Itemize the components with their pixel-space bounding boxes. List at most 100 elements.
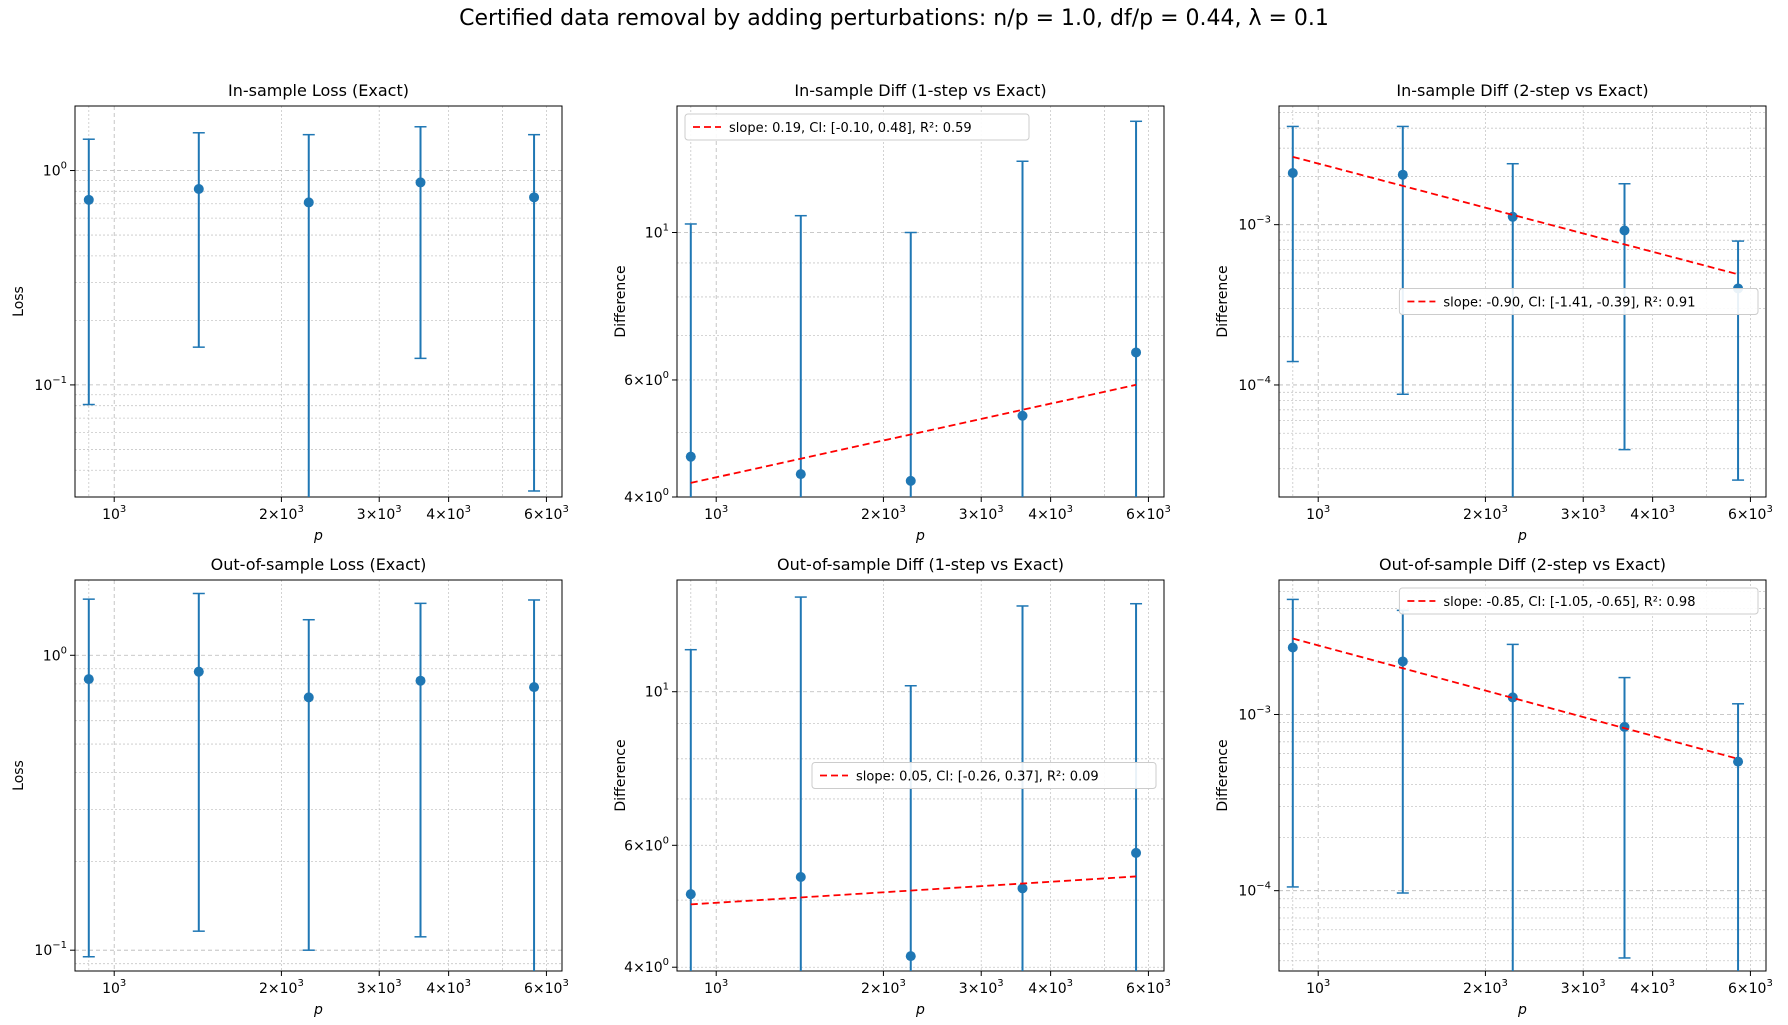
fit-line [690, 875, 1137, 906]
y-axis-label: Difference [613, 739, 629, 811]
y-tick-label: 101 [645, 682, 669, 701]
data-point [303, 692, 314, 703]
legend-label: slope: 0.05, CI: [-0.26, 0.37], R²: 0.09 [856, 770, 1099, 785]
data-point [905, 951, 916, 962]
data-point [529, 192, 540, 203]
axes-frame [74, 105, 563, 498]
x-axis-label: p [915, 528, 925, 544]
x-tick-label: 4×103 [426, 504, 471, 523]
subplot-title: In-sample Loss (Exact) [228, 81, 409, 100]
y-tick-label: 6×100 [624, 835, 669, 854]
x-tick-label: 2×103 [1463, 978, 1508, 997]
x-tick-label: 3×103 [357, 978, 402, 997]
data-point [193, 666, 204, 677]
data-point [795, 469, 806, 480]
x-axis-label: p [1517, 528, 1527, 544]
x-tick-label: 4×103 [1028, 504, 1073, 523]
data-point [1287, 642, 1298, 653]
x-tick-label: 103 [704, 978, 728, 997]
x-tick-label: 103 [1306, 504, 1330, 523]
subplot-6: 103 2×103 3×103 4×103 6×103 10−4 10−3 Out-of-sa… [1215, 555, 1773, 1018]
data-point [1619, 225, 1630, 236]
data-point [795, 871, 806, 882]
axes-frame [1278, 579, 1767, 972]
data-point [685, 451, 696, 462]
x-tick-label: 3×103 [1561, 504, 1606, 523]
data-point [415, 675, 426, 686]
y-axis-label: Loss [11, 760, 27, 791]
data-point [1733, 756, 1744, 767]
data-point [83, 194, 94, 205]
data-point [1131, 847, 1142, 858]
subplot-2: 103 2×103 3×103 4×103 6×103 4×100 6×100 101 In-s… [613, 81, 1171, 544]
subplot-title: In-sample Diff (2-step vs Exact) [1396, 81, 1648, 100]
x-tick-label: 6×103 [1126, 504, 1171, 523]
x-axis-label: p [313, 1002, 323, 1018]
axes-frame [1278, 105, 1767, 498]
legend-box [1398, 587, 1759, 615]
axes-frame [74, 579, 563, 972]
x-tick-label: 2×103 [861, 504, 906, 523]
legend-label: slope: -0.85, CI: [-1.05, -0.65], R²: 0.… [1443, 595, 1695, 610]
y-axis-label: Difference [613, 265, 629, 337]
legend-box [684, 113, 1030, 141]
x-tick-label: 103 [102, 504, 126, 523]
y-tick-label: 10−4 [1238, 881, 1271, 900]
y-tick-label: 101 [645, 223, 669, 242]
y-axis-label: Difference [1215, 265, 1231, 337]
x-tick-label: 6×103 [1126, 978, 1171, 997]
x-tick-label: 3×103 [1561, 978, 1606, 997]
x-tick-label: 6×103 [524, 504, 569, 523]
axes-frame [676, 105, 1165, 498]
fit-line [690, 383, 1137, 484]
data-point [685, 889, 696, 900]
data-point [415, 177, 426, 188]
x-tick-label: 2×103 [1463, 504, 1508, 523]
subplot-5: 103 2×103 3×103 4×103 6×103 4×100 6×100 101 Out-… [613, 555, 1171, 1018]
legend-label: slope: -0.90, CI: [-1.41, -0.39], R²: 0.… [1443, 296, 1695, 311]
x-tick-label: 4×103 [1630, 504, 1675, 523]
y-tick-label: 100 [43, 161, 67, 180]
data-point [303, 197, 314, 208]
subplot-4: 103 2×103 3×103 4×103 6×103 10−1 100 Out-of-sam… [11, 555, 569, 1018]
y-axis-label: Difference [1215, 739, 1231, 811]
x-tick-label: 103 [102, 978, 126, 997]
x-tick-label: 103 [704, 504, 728, 523]
data-point [193, 184, 204, 195]
data-point [905, 475, 916, 486]
figure-suptitle: Certified data removal by adding perturb… [459, 6, 1329, 31]
x-axis-label: p [313, 528, 323, 544]
y-tick-label: 4×100 [624, 957, 669, 976]
x-tick-label: 4×103 [426, 978, 471, 997]
y-tick-label: 10−1 [34, 375, 67, 394]
x-tick-label: 6×103 [1728, 504, 1773, 523]
y-tick-label: 10−4 [1238, 375, 1271, 394]
y-tick-label: 10−1 [34, 940, 67, 959]
x-tick-label: 4×103 [1028, 978, 1073, 997]
legend-label: slope: 0.19, CI: [-0.10, 0.48], R²: 0.59 [729, 121, 972, 136]
y-tick-label: 10−3 [1238, 215, 1271, 234]
data-point [1017, 883, 1028, 894]
subplot-title: Out-of-sample Loss (Exact) [211, 555, 427, 574]
x-tick-label: 4×103 [1630, 978, 1675, 997]
data-point [1397, 169, 1408, 180]
legend-box [1398, 288, 1759, 315]
x-tick-label: 6×103 [524, 978, 569, 997]
x-tick-label: 3×103 [959, 504, 1004, 523]
x-tick-label: 2×103 [259, 504, 304, 523]
x-axis-label: p [1517, 1002, 1527, 1018]
data-point [529, 682, 540, 693]
data-point [1507, 692, 1518, 703]
subplot-3: 103 2×103 3×103 4×103 6×103 10−4 10−3 In-sample… [1215, 81, 1773, 544]
axes-frame [676, 579, 1165, 972]
data-point [1287, 168, 1298, 179]
x-tick-label: 3×103 [959, 978, 1004, 997]
subplot-title: Out-of-sample Diff (1-step vs Exact) [777, 555, 1064, 574]
y-tick-label: 6×100 [624, 370, 669, 389]
x-tick-label: 2×103 [861, 978, 906, 997]
x-tick-label: 2×103 [259, 978, 304, 997]
data-point [1397, 656, 1408, 667]
data-point [1619, 721, 1630, 732]
